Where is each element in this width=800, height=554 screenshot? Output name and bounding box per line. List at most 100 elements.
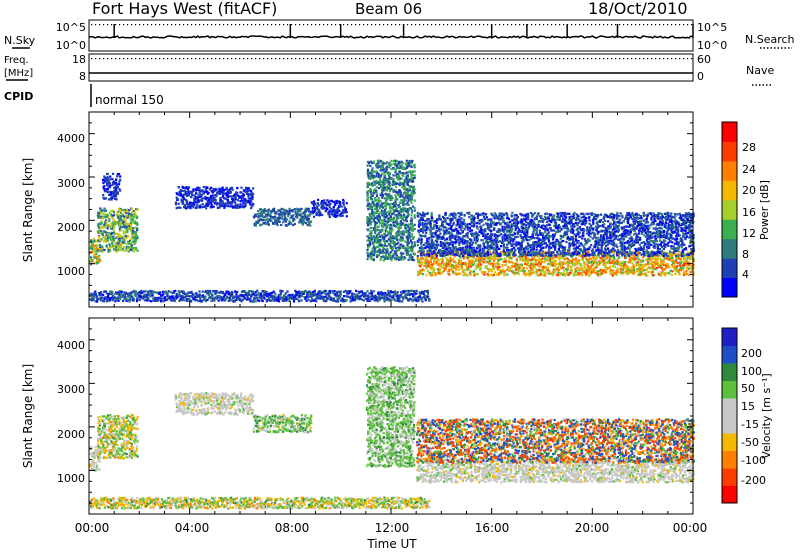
data-cell	[125, 225, 128, 228]
data-cell	[129, 248, 132, 251]
data-cell	[300, 220, 303, 223]
nave-label: Nave	[746, 64, 774, 77]
data-cell	[367, 252, 370, 255]
data-cell	[95, 260, 98, 263]
data-cell	[394, 196, 398, 199]
data-cell	[371, 161, 374, 165]
data-cell	[412, 188, 415, 191]
data-cell	[229, 191, 232, 194]
data-cell	[429, 255, 432, 259]
nave-dot	[231, 58, 233, 60]
nsearch-dot	[643, 24, 645, 26]
data-cell	[369, 189, 372, 192]
data-cell	[239, 203, 242, 206]
data-cell	[418, 224, 422, 227]
data-cell	[111, 196, 114, 199]
data-cell	[134, 226, 137, 230]
data-cell	[679, 257, 682, 260]
data-cell	[371, 184, 374, 187]
data-cell	[388, 176, 391, 179]
data-cell	[523, 259, 526, 262]
data-cell	[247, 194, 250, 197]
data-cell	[244, 204, 247, 207]
data-cell	[432, 235, 435, 238]
data-cell	[439, 262, 442, 266]
data-cell	[504, 257, 507, 261]
data-cell	[422, 269, 425, 272]
data-cell	[383, 171, 387, 174]
data-cell	[401, 186, 404, 189]
data-cell	[426, 264, 430, 267]
data-cell	[420, 234, 423, 237]
data-cell	[419, 252, 423, 255]
data-cell	[369, 257, 372, 260]
data-cell	[115, 195, 118, 198]
data-cell	[108, 249, 112, 252]
nsearch-dot	[411, 24, 413, 26]
data-cell	[567, 266, 570, 269]
data-cell	[313, 207, 317, 210]
data-cell	[488, 256, 491, 259]
data-cell	[381, 196, 384, 199]
data-cell	[383, 178, 386, 181]
nave-dot	[235, 58, 237, 60]
data-cell	[330, 199, 333, 202]
freq-left-tick-bottom: 8	[79, 70, 86, 83]
data-cell	[498, 265, 501, 269]
data-cell	[596, 264, 599, 267]
data-cell	[206, 199, 209, 202]
data-cell	[196, 198, 200, 201]
data-cell	[464, 263, 467, 266]
data-cell	[448, 268, 451, 271]
data-cell	[278, 217, 281, 220]
data-cell	[200, 189, 203, 193]
data-cell	[399, 243, 403, 246]
data-cell	[430, 212, 433, 215]
data-cell	[311, 212, 315, 215]
data-cell	[623, 263, 626, 266]
data-cell	[379, 200, 382, 203]
nsky-label: N.Sky	[4, 34, 36, 47]
data-cell	[392, 235, 395, 238]
data-cell	[305, 216, 309, 219]
data-cell	[383, 251, 387, 254]
data-cell	[103, 236, 106, 239]
nsearch-dot	[683, 24, 685, 26]
nave-dot	[503, 58, 505, 60]
data-cell	[372, 192, 375, 195]
data-cell	[339, 204, 342, 207]
data-cell	[231, 205, 234, 208]
nave-dot	[99, 58, 101, 60]
data-cell	[236, 186, 239, 190]
data-cell	[118, 237, 121, 240]
nsearch-dot	[671, 24, 673, 26]
nsearch-dot	[267, 24, 269, 26]
data-cell	[420, 257, 423, 260]
data-cell	[231, 206, 235, 209]
data-cell	[101, 216, 104, 220]
data-cell	[176, 206, 179, 209]
data-cell	[490, 270, 493, 273]
data-cell	[201, 190, 204, 193]
data-cell	[375, 164, 378, 167]
nave-dot	[475, 58, 477, 60]
data-cell	[395, 160, 399, 163]
data-cell	[397, 210, 401, 213]
data-cell	[113, 222, 116, 226]
data-cell	[367, 175, 370, 178]
data-cell	[427, 263, 431, 266]
data-cell	[309, 220, 313, 223]
data-cell	[637, 258, 640, 261]
data-cell	[136, 221, 139, 225]
data-cell	[309, 212, 312, 215]
data-cell	[387, 171, 390, 175]
data-cell	[389, 232, 392, 235]
data-cell	[382, 259, 385, 262]
nave-dot	[579, 58, 581, 60]
data-cell	[201, 199, 204, 202]
data-cell	[476, 259, 479, 262]
nave-dot	[195, 58, 197, 60]
nave-dot	[239, 58, 241, 60]
data-cell	[219, 205, 222, 208]
